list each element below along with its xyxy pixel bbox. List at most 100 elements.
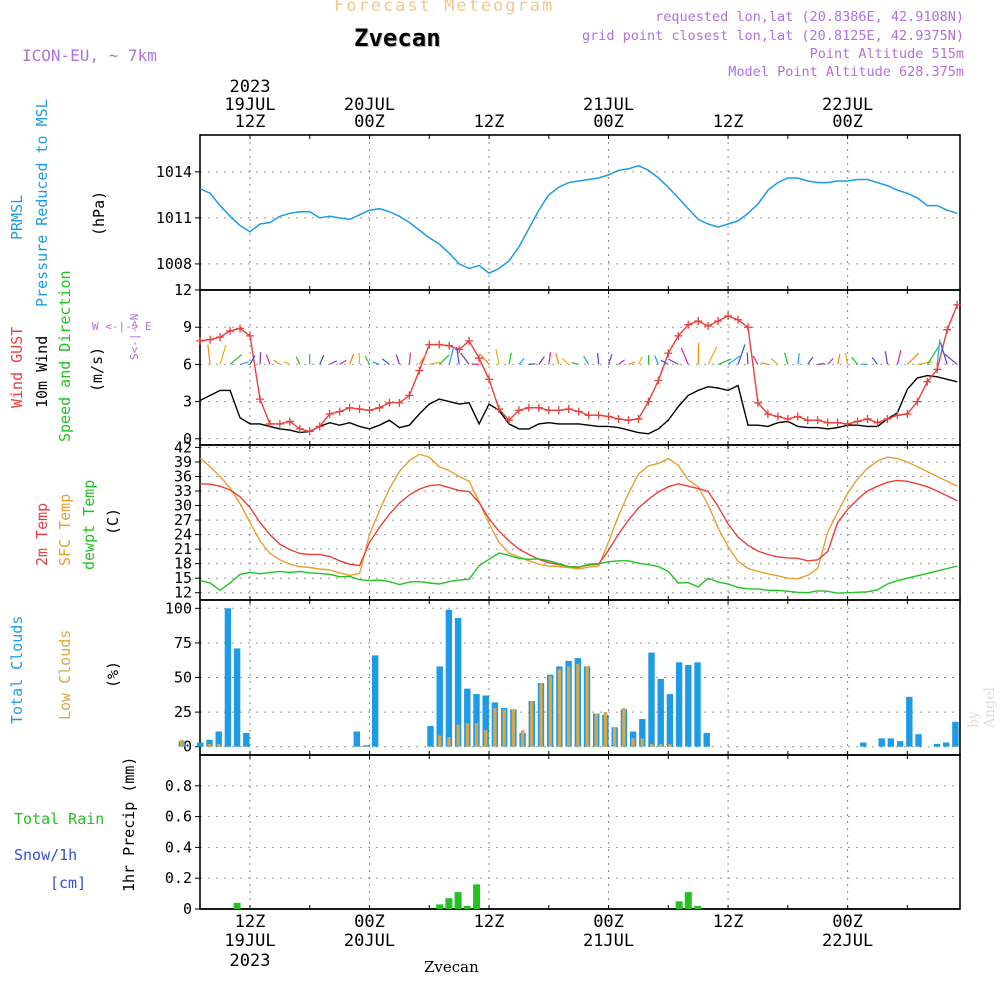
wind-arrow [583,355,590,365]
wind-arrow [239,361,249,365]
y-tick-label: 100 [165,599,192,617]
gust-marker [664,349,673,358]
gust-marker [305,427,314,436]
y-tick-label: 75 [174,634,192,652]
bottom-axis-date: 19JUL [224,931,275,951]
gust-marker [485,375,494,384]
wind-arrow [871,356,878,365]
dewpt-line [200,552,958,594]
y-tick-label: 0.4 [165,838,192,856]
low-clouds-bar [456,724,460,747]
temp2m-label: 2m Temp [33,502,51,566]
low-clouds-bar [502,709,506,747]
sfctemp-line [199,453,958,580]
hpa-unit-label: (hPa) [90,190,108,236]
temp2m-line [200,479,958,568]
wind-arrow [827,358,834,365]
y-tick-label: 24 [174,526,192,544]
wind-arrow [844,352,849,365]
total-clouds-bar [933,743,941,747]
wind-arrow [628,361,635,365]
top-axis-date: 21JUL [583,95,634,115]
gust-marker [724,312,733,321]
gust-marker [704,321,713,330]
gust-marker [833,418,842,427]
total-clouds-bar [224,608,232,747]
gust-marker [773,412,782,421]
total-clouds-bar [427,725,434,747]
meteogram-title: Forecast Meteogram [334,0,555,16]
bottom-axis-hour: 12Z [235,912,266,932]
bottom-axis-hour: 12Z [713,912,744,932]
rain-bar [445,898,453,909]
wind-arrow [797,353,800,365]
gust-marker [405,391,414,400]
gust-marker [385,398,394,407]
gust-marker [893,411,902,420]
wind-arrow [295,356,301,365]
total-clouds-bar [206,739,213,747]
gust-marker [236,324,245,333]
totalrain-label: Total Rain [14,810,105,828]
wind-arrow [555,353,560,365]
wind-arrow [259,352,262,365]
wind-arrow [896,350,902,365]
bottom-axis-year: 2023 [230,951,271,971]
total-clouds-bar [243,732,250,747]
top-axis-hour: 00Z [832,112,863,132]
wind-arrow [479,353,490,365]
low-clouds-bar [640,738,644,747]
gust-marker [534,403,543,412]
gust-marker [295,424,304,433]
low-clouds-bar [603,712,608,747]
wind-arrow [654,355,659,365]
wind-arrow [660,359,669,365]
wind-arrow [926,346,940,365]
low-clouds-bar [520,730,525,747]
rain-bar [463,905,471,909]
gust-marker [714,317,723,325]
precip-label: 1hr Precip (mm) [120,756,138,892]
wind-arrow [349,353,355,365]
wind-arrow [571,362,579,365]
gust-marker [325,410,334,418]
gust-marker [226,326,235,335]
total-clouds-bar [464,688,471,747]
compass-we-label: W <-|-> E [92,320,152,333]
gust-marker [823,418,832,427]
bottom-axis-hour: 00Z [593,912,624,932]
total-clouds-bar [639,719,646,747]
wind-arrow [408,352,412,365]
panel-frame [199,444,961,601]
gust-marker [634,414,643,423]
wind-arrow [561,358,570,365]
pressure-label: Pressure Reduced to MSL [33,99,51,307]
gust-marker [365,406,374,415]
bottom-axis-date: 20JUL [344,931,395,951]
low-clouds-bar [180,739,184,747]
rain-bar [684,892,692,909]
wind-arrow [783,352,789,365]
y-tick-label: 9 [183,318,192,336]
low-clouds-bar [567,666,571,747]
top-axis-date: 20JUL [344,95,395,115]
wind-arrow [265,354,271,365]
gust-marker [853,417,862,426]
total-clouds-bar [675,662,683,747]
low-clouds-bar [548,676,552,747]
y-tick-label: 15 [174,569,192,587]
gust-marker [475,354,484,363]
gust-marker [783,414,792,423]
byline-watermark: by Angel [966,687,998,728]
low-clouds-bar [585,666,589,747]
low-clouds-bar [631,738,635,747]
point-altitude: Point Altitude 515m [809,46,964,62]
top-axis-date: 22JUL [822,95,873,115]
gust-marker [554,406,563,415]
wind-arrow [917,361,933,365]
gust-marker [843,419,852,428]
model-label: ICON-EU, ~ 7km [22,46,157,65]
y-tick-label: 50 [174,669,192,687]
wind-arrow [538,356,545,365]
total-clouds-bar [666,694,674,747]
